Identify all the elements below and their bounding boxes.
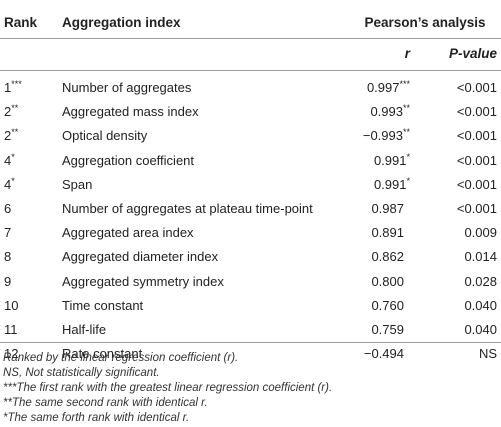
r-cell: −0.494 (300, 346, 404, 362)
p-value-cell: <0.001 (456, 153, 497, 168)
header-divider-top (0, 38, 501, 39)
rank-cell: 2** (4, 104, 18, 120)
rank-cell: 12 (4, 346, 18, 362)
r-value: 0.991 (373, 177, 407, 192)
r-value: −0.993 (362, 128, 403, 143)
rank-cell: 6 (4, 201, 11, 217)
aggregation-index-cell: Number of aggregates (62, 80, 192, 95)
rank-value: 7 (4, 225, 12, 240)
rank-superscript: *** (11, 79, 22, 89)
rank-value: 2 (4, 128, 12, 143)
rank-value: 6 (4, 201, 12, 216)
header-pearsons-analysis: Pearson’s analysis (364, 15, 486, 30)
rank-cell: 4* (4, 153, 15, 169)
rank-cell: 7 (4, 225, 11, 241)
aggregation-index-cell: Number of aggregates at plateau time-poi… (62, 201, 313, 216)
r-value: 0.760 (371, 298, 404, 313)
rank-value: 12 (4, 346, 19, 361)
p-value-cell: 0.009 (464, 225, 497, 240)
r-cell: 0.987 (300, 201, 404, 217)
aggregation-index-cell: Aggregation coefficient (62, 153, 195, 168)
rank-value: 1 (4, 80, 12, 95)
rank-cell: 9 (4, 274, 11, 290)
r-value: 0.800 (371, 274, 404, 289)
r-value: 0.997 (366, 80, 400, 95)
r-value: 0.759 (371, 322, 404, 337)
header-rank: Rank (4, 15, 38, 30)
p-value-cell: <0.001 (456, 201, 497, 216)
p-value-cell: 0.040 (464, 322, 497, 337)
p-value-cell: 0.014 (464, 249, 497, 264)
table-bottom-rule (0, 342, 501, 343)
aggregation-index-cell: Aggregated symmetry index (62, 274, 224, 289)
rank-value: 8 (4, 249, 12, 264)
p-value-cell: <0.001 (456, 128, 497, 143)
rank-cell: 8 (4, 249, 11, 265)
p-value-cell: NS (478, 346, 497, 361)
rank-superscript: * (11, 152, 15, 162)
r-cell: 0.862 (300, 249, 404, 265)
rank-cell: 1*** (4, 80, 22, 96)
p-value-cell: <0.001 (456, 104, 497, 119)
aggregation-index-cell: Half-life (62, 322, 107, 337)
aggregation-index-cell: Aggregated area index (62, 225, 194, 240)
r-superscript: ** (402, 103, 410, 113)
header-p-value: P-value (448, 46, 497, 61)
aggregation-index-cell: Rate constant (62, 346, 143, 361)
r-superscript: * (406, 152, 410, 162)
aggregation-index-cell: Aggregated mass index (62, 104, 199, 119)
footnote: ***The first rank with the greatest line… (3, 382, 333, 394)
r-cell: 0.891 (300, 225, 404, 241)
r-value: −0.494 (363, 346, 404, 361)
aggregation-index-cell: Aggregated diameter index (62, 249, 219, 264)
r-cell: 0.997*** (300, 80, 410, 96)
footnote: *The same forth rank with identical r. (3, 412, 190, 424)
r-value: 0.991 (373, 153, 407, 168)
p-value-cell: <0.001 (456, 80, 497, 95)
header-aggregation-index: Aggregation index (62, 15, 181, 30)
aggregation-index-cell: Optical density (62, 128, 148, 143)
r-cell: 0.800 (300, 274, 404, 290)
p-value-cell: 0.028 (464, 274, 497, 289)
r-cell: 0.991* (300, 177, 410, 193)
aggregation-index-cell: Span (62, 177, 93, 192)
rank-value: 9 (4, 274, 12, 289)
r-cell: −0.993** (300, 128, 410, 144)
r-cell: 0.760 (300, 298, 404, 314)
footnote: Ranked by the linear regression coeffici… (3, 352, 239, 364)
rank-cell: 11 (4, 322, 18, 338)
rank-superscript: ** (11, 127, 19, 137)
r-value: 0.891 (371, 225, 404, 240)
header-r: r (404, 46, 410, 61)
rank-value: 4 (4, 177, 12, 192)
r-value: 0.862 (371, 249, 404, 264)
rank-superscript: ** (11, 103, 19, 113)
r-cell: 0.759 (300, 322, 404, 338)
footnote: NS, Not statistically significant. (3, 367, 160, 379)
aggregation-index-cell: Time constant (62, 298, 144, 313)
rank-cell: 10 (4, 298, 18, 314)
rank-value: 10 (4, 298, 19, 313)
r-cell: 0.993** (300, 104, 410, 120)
footnote: **The same second rank with identical r. (3, 397, 208, 409)
r-cell: 0.991* (300, 153, 410, 169)
rank-superscript: * (11, 176, 15, 186)
r-value: 0.987 (371, 201, 404, 216)
rank-cell: 2** (4, 128, 18, 144)
rank-cell: 4* (4, 177, 15, 193)
header-divider-bottom (0, 70, 501, 71)
rank-value: 2 (4, 104, 12, 119)
rank-value: 11 (4, 322, 18, 337)
r-superscript: ** (402, 127, 410, 137)
r-value: 0.993 (370, 104, 403, 119)
r-superscript: * (406, 176, 410, 186)
p-value-cell: <0.001 (456, 177, 497, 192)
r-superscript: *** (399, 79, 410, 89)
p-value-cell: 0.040 (464, 298, 497, 313)
rank-value: 4 (4, 153, 12, 168)
